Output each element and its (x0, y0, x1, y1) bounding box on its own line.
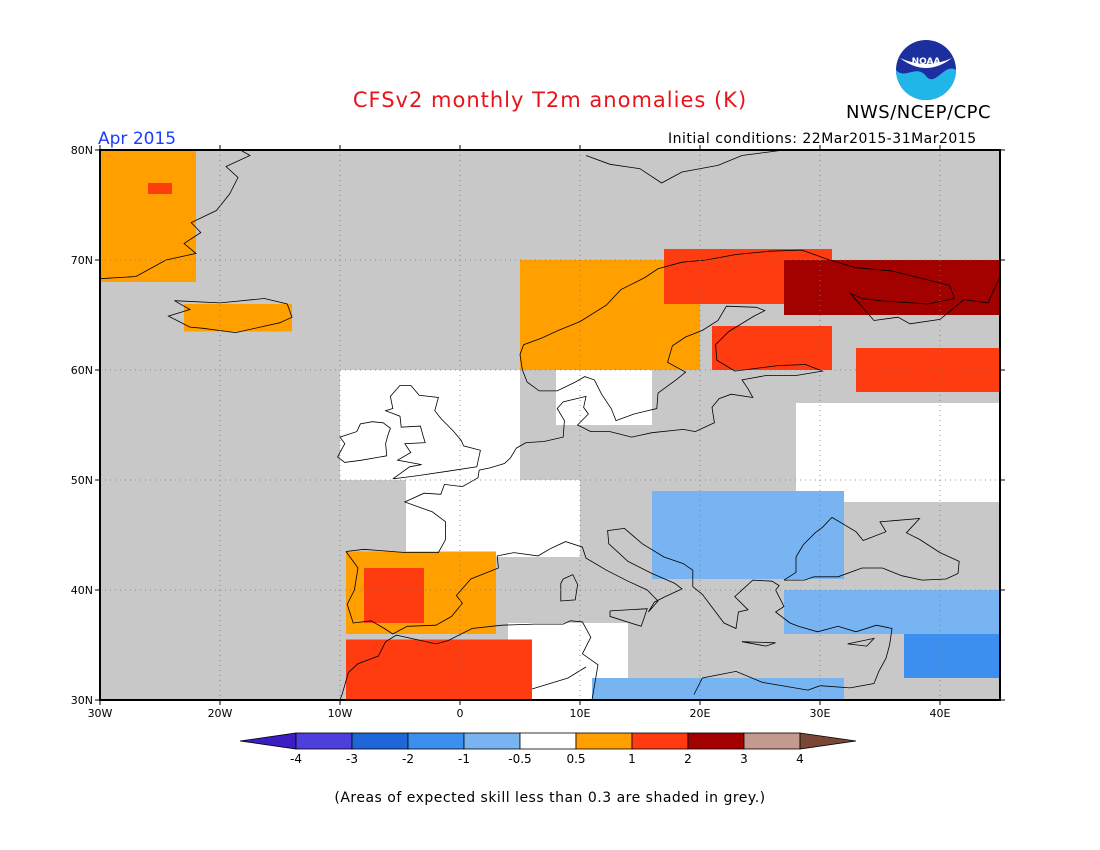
colorbar-swatch (463, 732, 521, 750)
map-axes: 30W 20W 10W 0 10E 20E 30E 40E 30N 40N 50N 60N 70N 80N (71, 144, 1005, 720)
colorbar-swatch (519, 732, 577, 750)
colorbar-swatch (575, 732, 633, 750)
coastlines (100, 150, 1000, 700)
colorbar: -4 -3 -2 -1 -0.5 0.5 1 2 3 4 (239, 732, 857, 766)
colorbar-swatch (295, 732, 353, 750)
lon-tick-label: 30W (88, 707, 113, 720)
anomaly-region (364, 568, 424, 623)
footnote: (Areas of expected skill less than 0.3 a… (334, 790, 766, 806)
colorbar-label: -1 (458, 752, 470, 766)
anomaly-region (346, 639, 532, 700)
coastline (337, 421, 391, 463)
coastline (609, 608, 648, 627)
anomaly-region (148, 183, 172, 194)
colorbar-label: -2 (402, 752, 414, 766)
colorbar-arrow-right (799, 732, 857, 750)
lon-tick-label: 30E (810, 707, 831, 720)
colorbar-arrow-left (239, 732, 297, 750)
colorbar-swatch (687, 732, 745, 750)
colorbar-swatch (743, 732, 801, 750)
colorbar-label: -4 (290, 752, 302, 766)
organization-label: NWS/NCEP/CPC (846, 102, 992, 123)
map-frame (99, 149, 1001, 701)
lat-tick-label: 30N (71, 694, 93, 707)
lon-tick-label: 0 (457, 707, 464, 720)
coastline (783, 516, 960, 581)
coastline (585, 150, 785, 184)
coastline (560, 574, 579, 602)
colorbar-swatch (631, 732, 689, 750)
neutral-area (406, 480, 580, 557)
anomaly-region (592, 678, 844, 700)
anomaly-region (784, 260, 1000, 315)
colorbar-label: 2 (684, 752, 692, 766)
colorbar-swatch (407, 732, 465, 750)
neutral-anomaly-areas (340, 348, 1000, 700)
graticule (100, 150, 1000, 700)
coastline (741, 641, 776, 647)
lon-tick-label: 20E (690, 707, 711, 720)
lat-tick-label: 50N (71, 474, 93, 487)
coastline (339, 620, 599, 700)
lon-tick-label: 10E (570, 707, 591, 720)
anomaly-region (652, 491, 844, 579)
colorbar-label: 3 (740, 752, 748, 766)
lon-tick-label: 40E (930, 707, 951, 720)
coastline (167, 298, 293, 334)
anomaly-region (904, 634, 1000, 678)
chart-title: CFSv2 monthly T2m anomalies (K) (352, 88, 748, 112)
lon-tick-label: 20W (208, 707, 233, 720)
coastline (847, 637, 876, 647)
anomaly-region (784, 590, 1000, 634)
anomaly-region (712, 326, 832, 370)
initial-conditions-label: Initial conditions: 22Mar2015-31Mar2015 (668, 131, 977, 147)
neutral-area (796, 403, 1000, 502)
colorbar-label: -3 (346, 752, 358, 766)
lat-tick-label: 80N (71, 144, 93, 157)
neutral-area (340, 370, 520, 480)
lat-tick-label: 40N (71, 584, 93, 597)
colorbar-swatch (351, 732, 409, 750)
anomaly-region (856, 348, 1000, 392)
lon-tick-label: 10W (328, 707, 353, 720)
coastline (345, 527, 893, 695)
coastline (384, 385, 481, 480)
anomaly-region (100, 150, 196, 282)
anomaly-region (184, 304, 292, 332)
noaa-logo-text: NOAA (912, 57, 941, 67)
forecast-period: Apr 2015 (98, 129, 177, 149)
colorbar-label: 1 (628, 752, 636, 766)
colorbar-label: 4 (796, 752, 804, 766)
lat-tick-label: 60N (71, 364, 93, 377)
colorbar-label: 0.5 (566, 752, 585, 766)
noaa-logo: NOAA (896, 40, 956, 100)
lat-tick-label: 70N (71, 254, 93, 267)
colorbar-label: -0.5 (508, 752, 531, 766)
coastline (345, 249, 1000, 553)
